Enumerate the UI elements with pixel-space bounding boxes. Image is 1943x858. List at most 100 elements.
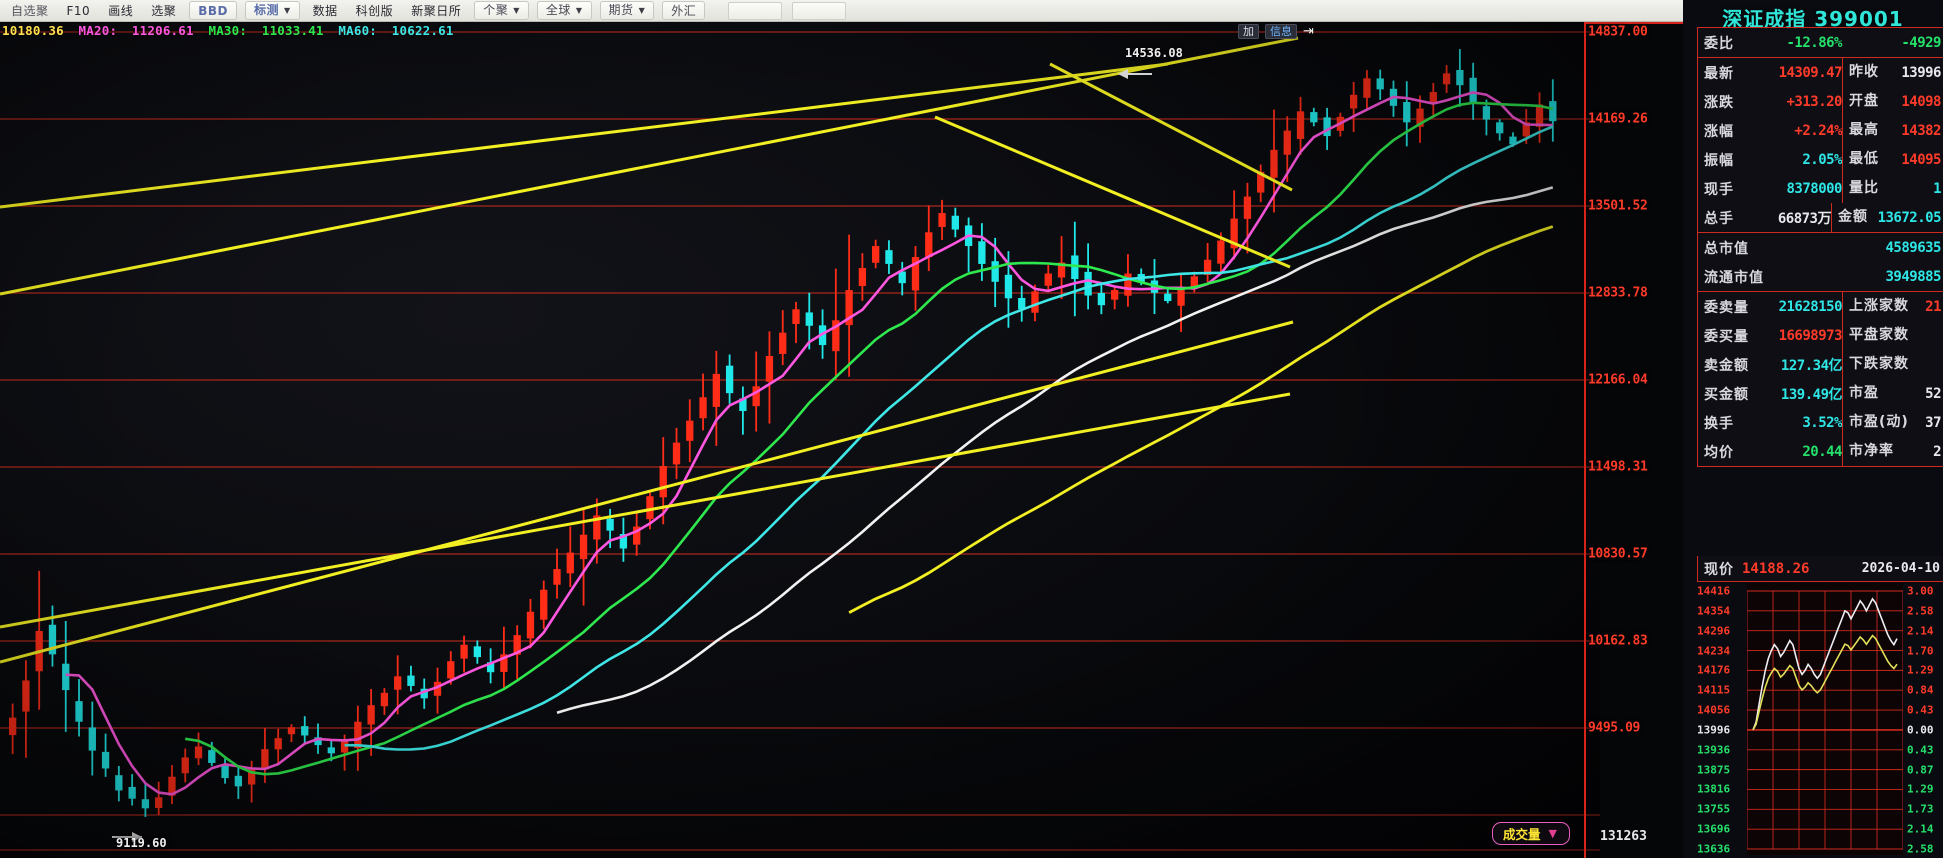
main-toolbar: 自选聚 F10 画线 选聚 BBD 标测 ▼ 数据 科创版 新聚日所 个聚 ▼ …	[0, 0, 1943, 22]
ma60-line	[344, 125, 1554, 751]
info-button[interactable]: 信息	[1265, 24, 1297, 39]
quote-row-value: 2.05%	[1802, 151, 1842, 168]
quote-row-value-secondary: 1	[1933, 180, 1941, 197]
quote-row-label: 涨跌	[1704, 94, 1734, 111]
intraday-price-tick: 13996	[1697, 723, 1731, 737]
intraday-percent-tick: 0.87	[1907, 763, 1934, 777]
intraday-percent-tick: 1.70	[1907, 644, 1934, 658]
intraday-percent-tick: 2.58	[1907, 842, 1934, 856]
toolbar-item-drawline[interactable]: 画线	[108, 4, 134, 18]
toolbar-dropdown-futures-label: 期货	[608, 3, 634, 17]
chart-info-buttons[interactable]: 加 信息 ⇥	[1238, 24, 1314, 39]
toolbar-item-data[interactable]: 数据	[312, 4, 338, 18]
intraday-price-tick: 14296	[1697, 624, 1731, 638]
ma60-legend-value: 10622.61	[391, 23, 454, 38]
quote-row-value: 3.52%	[1802, 414, 1842, 431]
toolbar-dropdown-futures[interactable]: 期货 ▼	[599, 1, 655, 20]
toolbar-button-forex[interactable]: 外汇	[662, 1, 706, 20]
toolbar-item-f10[interactable]: F10	[66, 4, 91, 18]
trendline-group[interactable]	[0, 36, 1299, 664]
price-axis-tick: 14169.26	[1588, 111, 1648, 127]
triangle-down-icon[interactable]: ▼	[1548, 827, 1557, 840]
ma30-legend-value: 11033.41	[261, 23, 324, 38]
intraday-mini-chart[interactable]: 14416 14354 14296 14234 14176 14115 14056 13996…	[1697, 583, 1943, 856]
quote-row-label: 总市值	[1704, 240, 1749, 257]
quote-row: 委买量 16698973 平盘家数	[1698, 321, 1943, 350]
intraday-price-tick: 14354	[1697, 604, 1731, 618]
toolbar-item-0[interactable]: 自选聚	[11, 4, 49, 18]
toolbar-blank-slot-2[interactable]	[792, 1, 847, 20]
toolbar-button-bbd[interactable]: BBD	[189, 1, 237, 20]
intraday-percent-tick: 1.29	[1907, 782, 1934, 796]
price-axis-tick: 12166.04	[1588, 372, 1648, 388]
toolbar-dropdown-indicator[interactable]: 标测 ▼	[244, 1, 300, 20]
quote-row-label: 总手	[1704, 210, 1734, 227]
quote-data-table: 委比 -12.86% -4929 最新 14309.47 昨收 13996 涨跌 +313.20…	[1697, 27, 1943, 467]
chevron-down-icon: ▼	[513, 6, 520, 15]
quote-row: 换手 3.52% 市盈(动) 37	[1698, 408, 1943, 437]
quote-row-label: 涨幅	[1704, 123, 1734, 140]
quote-row-label: 委比	[1704, 35, 1734, 52]
intraday-svg	[1746, 590, 1904, 850]
quote-row-value: 66873万	[1777, 210, 1832, 227]
ma20-legend-label: MA20:	[78, 23, 118, 38]
intraday-percent-tick: 0.00	[1907, 723, 1934, 737]
toolbar-dropdown-global[interactable]: 全球 ▼	[536, 1, 592, 20]
intraday-price-tick: 14056	[1697, 703, 1731, 717]
quote-row-value-secondary: 3949885	[1885, 268, 1941, 285]
quote-row-value-secondary: 37	[1925, 414, 1941, 431]
intraday-price-tick: 13875	[1697, 763, 1731, 777]
quote-row-label: 最新	[1704, 65, 1734, 82]
quote-row-label-secondary: 量比	[1842, 174, 1892, 203]
quote-row-value: 14309.47	[1778, 64, 1843, 81]
volume-indicator-chip[interactable]: 成交量 ▼	[1492, 822, 1570, 845]
price-axis-tick: 14837.00	[1588, 24, 1648, 40]
quote-row-value: 20.44	[1802, 443, 1842, 460]
intraday-price-tick: 13755	[1697, 802, 1731, 816]
quote-row-label-secondary: 昨收	[1842, 58, 1892, 87]
toolbar-dropdown-indicator-label: 标测	[253, 3, 279, 17]
intraday-price-tick: 13936	[1697, 743, 1731, 757]
toolbar-dropdown-stock[interactable]: 个聚 ▼	[474, 1, 529, 20]
quote-row-value: 8378000	[1786, 180, 1842, 197]
chart-gridlines	[0, 31, 1600, 851]
quote-row-value-secondary: 14098	[1901, 93, 1941, 110]
intraday-percent-tick: 1.73	[1907, 802, 1934, 816]
toolbar-item-star-market[interactable]: 科创版	[355, 4, 394, 18]
quote-date: 2026-04-10	[1861, 561, 1940, 576]
quote-row-value: 16698973	[1778, 327, 1843, 344]
intraday-plot-area[interactable]	[1746, 583, 1904, 855]
quote-section: 最新 14309.47 昨收 13996 涨跌 +313.20 开盘 14098 涨幅 +2.24…	[1698, 58, 1943, 233]
toolbar-blank-slot-1[interactable]	[728, 1, 783, 20]
intraday-percent-tick: 1.29	[1907, 663, 1934, 677]
high-callout-label: 14536.08	[1125, 46, 1183, 60]
price-axis-tick: 10830.57	[1588, 546, 1648, 562]
price-axis-tick: 12833.78	[1588, 285, 1648, 301]
quote-section: 总市值 4589635 流通市值 3949885	[1698, 233, 1943, 292]
quote-section: 委比 -12.86% -4929	[1698, 28, 1943, 58]
quote-row-value: +313.20	[1786, 93, 1842, 110]
quote-row-label-secondary: 市净率	[1842, 437, 1893, 466]
quote-row-value: 127.34亿	[1780, 357, 1843, 374]
quote-row-value: 139.49亿	[1780, 386, 1843, 403]
toolbar-item-new-calendar[interactable]: 新聚日所	[411, 4, 462, 18]
ma30-legend-label: MA30:	[208, 23, 248, 38]
quote-row-label-secondary: 开盘	[1842, 87, 1892, 116]
quote-row-label: 振幅	[1704, 152, 1734, 169]
quote-row-value-secondary: 14382	[1901, 122, 1941, 139]
price-axis-tick: 10162.83	[1588, 633, 1648, 649]
quote-row: 涨跌 +313.20 开盘 14098	[1698, 87, 1943, 116]
quote-row: 振幅 2.05% 最低 14095	[1698, 145, 1943, 174]
volume-chip-label: 成交量	[1503, 827, 1541, 842]
quote-row-value-secondary: 14095	[1901, 151, 1941, 168]
expand-right-icon[interactable]: ⇥	[1303, 24, 1314, 39]
intraday-price-tick: 14416	[1697, 584, 1731, 598]
quote-row-value-secondary: 13996	[1901, 64, 1941, 81]
toolbar-item-select[interactable]: 选聚	[151, 4, 177, 18]
price-axis-divider	[1584, 22, 1586, 858]
quote-row-value-secondary: 52	[1925, 385, 1941, 402]
add-button[interactable]: 加	[1238, 24, 1259, 39]
chevron-down-icon: ▼	[638, 6, 646, 15]
quote-row-value-secondary: 4589635	[1885, 239, 1941, 256]
main-candlestick-chart[interactable]	[0, 22, 1600, 858]
